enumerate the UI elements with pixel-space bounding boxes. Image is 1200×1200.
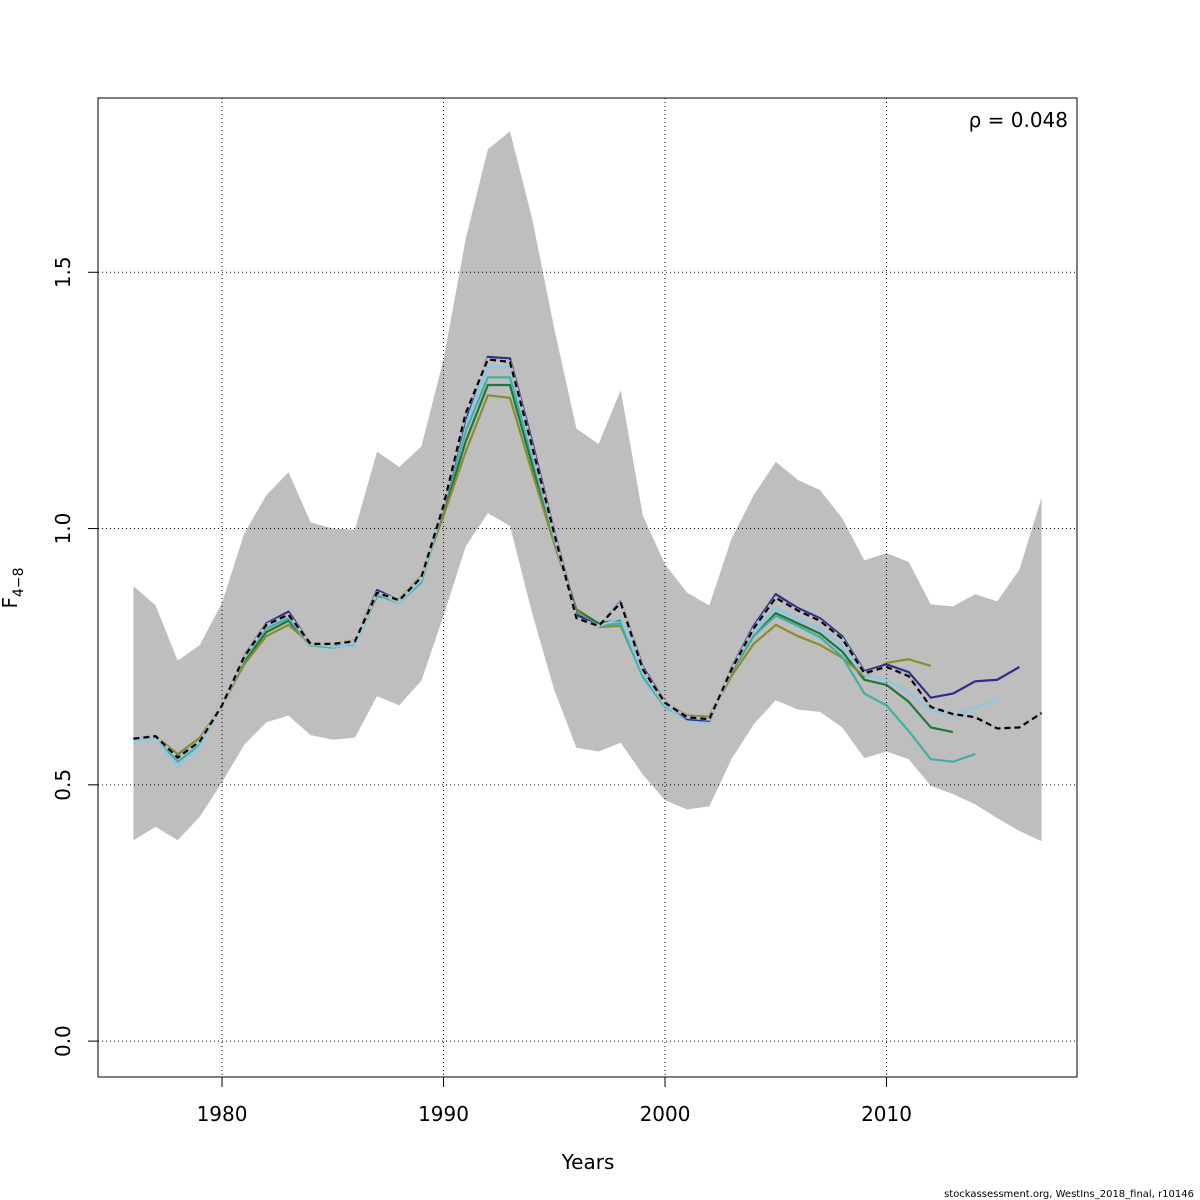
y-tick-label: 0.5 [51, 769, 75, 801]
y-axis-title-subscript: 4−8 [11, 567, 27, 597]
y-tick-label: 1.5 [51, 256, 75, 288]
plot-frame [97, 97, 1078, 1078]
series-line-1 [133, 383, 954, 759]
y-axis-title-main: F [0, 597, 22, 609]
series-line-6 [133, 358, 1043, 759]
confidence-band [133, 131, 1042, 842]
axes: 1980 1990 2000 2010 0.0 0.5 1.0 1.5 [51, 97, 1078, 1126]
x-axis-title: Years [561, 1150, 615, 1174]
x-tick-label: 1990 [418, 1102, 469, 1126]
footer-credit: stockassessment.org, WestIns_2018_final,… [944, 1189, 1194, 1200]
y-axis-title: F4−8 [0, 567, 27, 608]
y-tick-label: 0.0 [51, 1025, 75, 1057]
x-tick-label: 1980 [197, 1102, 248, 1126]
x-tick-label: 2010 [861, 1102, 912, 1126]
plot-area [98, 98, 1077, 1077]
annotation-rho: ρ = 0.048 [969, 108, 1068, 132]
x-tick-label: 2000 [640, 1102, 691, 1126]
svg-text:F4−8: F4−8 [0, 567, 27, 608]
series-line-2 [133, 394, 932, 756]
y-tick-label: 1.0 [51, 513, 75, 545]
